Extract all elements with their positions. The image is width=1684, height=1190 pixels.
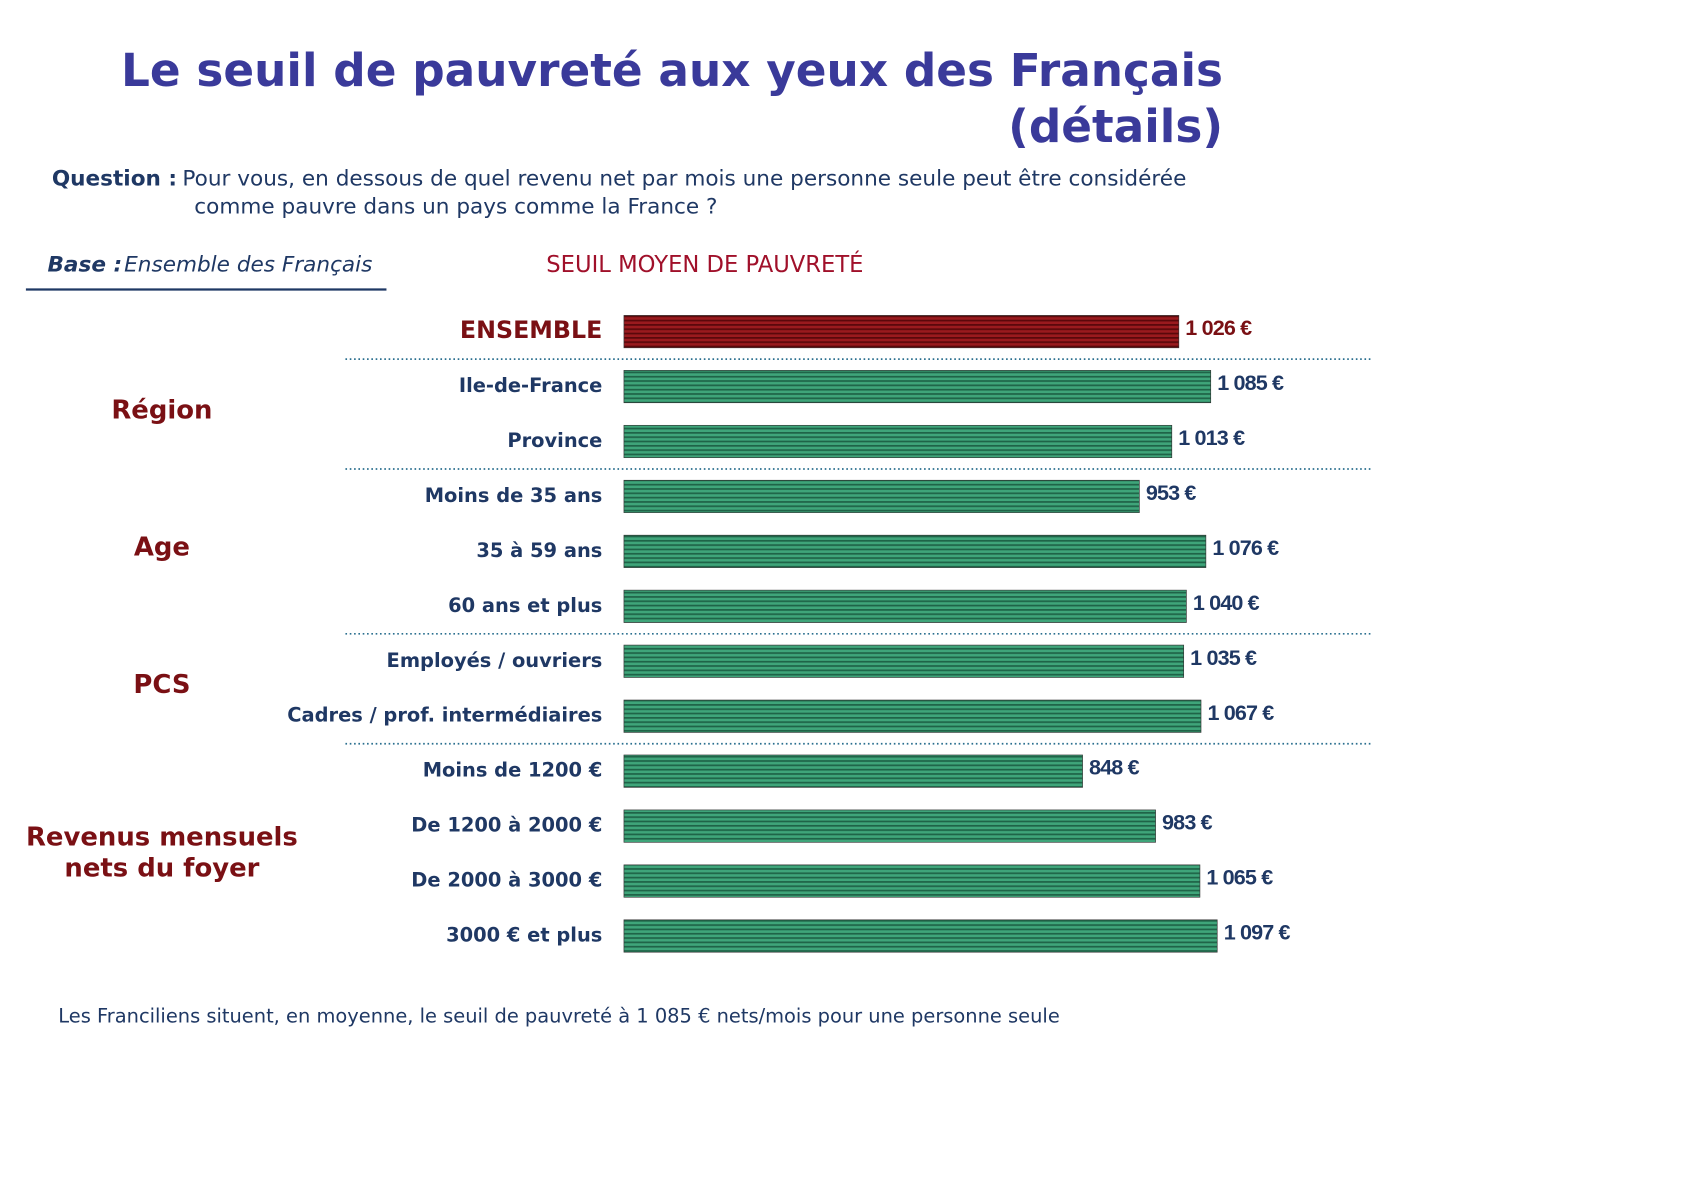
group-label: Région	[111, 395, 212, 425]
value-label: 1 067 €	[1207, 700, 1274, 725]
category-label: 3000 € et plus	[446, 924, 602, 947]
subtitle: SEUIL MOYEN DE PAUVRETÉ	[546, 250, 863, 278]
category-label: Moins de 1200 €	[423, 759, 603, 782]
question-text: comme pauvre dans un pays comme la Franc…	[194, 194, 717, 219]
bar	[623, 864, 1201, 898]
bar	[623, 315, 1180, 349]
value-label: 1 085 €	[1217, 370, 1284, 395]
category-label: Cadres / prof. intermédiaires	[287, 704, 602, 727]
category-label: Province	[507, 429, 602, 452]
bar	[623, 644, 1185, 678]
bar	[623, 370, 1212, 404]
category-label: 35 à 59 ans	[476, 539, 602, 562]
category-label: 60 ans et plus	[448, 594, 602, 617]
title-line: (détails)	[1008, 100, 1223, 153]
title-line: Le seuil de pauvreté aux yeux des França…	[121, 44, 1223, 97]
value-label: 1 026 €	[1185, 315, 1252, 340]
bar	[623, 919, 1218, 953]
bar	[623, 424, 1173, 459]
category-label: De 1200 à 2000 €	[411, 814, 602, 837]
base-label: Base :	[47, 253, 122, 278]
question-label: Question :	[52, 166, 177, 191]
value-label: 953 €	[1146, 480, 1197, 505]
question-text: Pour vous, en dessous de quel revenu net…	[182, 166, 1186, 191]
value-label: 1 013 €	[1178, 425, 1245, 450]
bar	[623, 754, 1083, 788]
value-label: 1 097 €	[1224, 920, 1291, 945]
category-label: Moins de 35 ans	[425, 484, 603, 507]
bar	[623, 479, 1140, 513]
category-label: Ile-de-France	[459, 374, 602, 397]
base-text: Ensemble des Français	[124, 253, 372, 278]
category-label: De 2000 à 3000 €	[411, 869, 602, 892]
value-label: 1 076 €	[1212, 535, 1279, 560]
bar	[623, 699, 1202, 733]
value-label: 1 040 €	[1193, 590, 1260, 615]
category-label: ENSEMBLE	[460, 316, 602, 344]
value-label: 983 €	[1162, 810, 1213, 835]
group-label: PCS	[133, 670, 190, 700]
group-label: Age	[134, 533, 190, 563]
bar	[623, 534, 1207, 568]
group-label: nets du foyer	[64, 854, 259, 884]
bar	[623, 589, 1187, 623]
category-label: Employés / ouvriers	[387, 649, 603, 672]
value-label: 848 €	[1089, 755, 1140, 780]
group-label: Revenus mensuels	[26, 822, 298, 852]
note: Les Franciliens situent, en moyenne, le …	[58, 1005, 1060, 1028]
value-label: 1 035 €	[1190, 645, 1257, 670]
bar	[623, 809, 1156, 843]
value-label: 1 065 €	[1206, 865, 1273, 890]
